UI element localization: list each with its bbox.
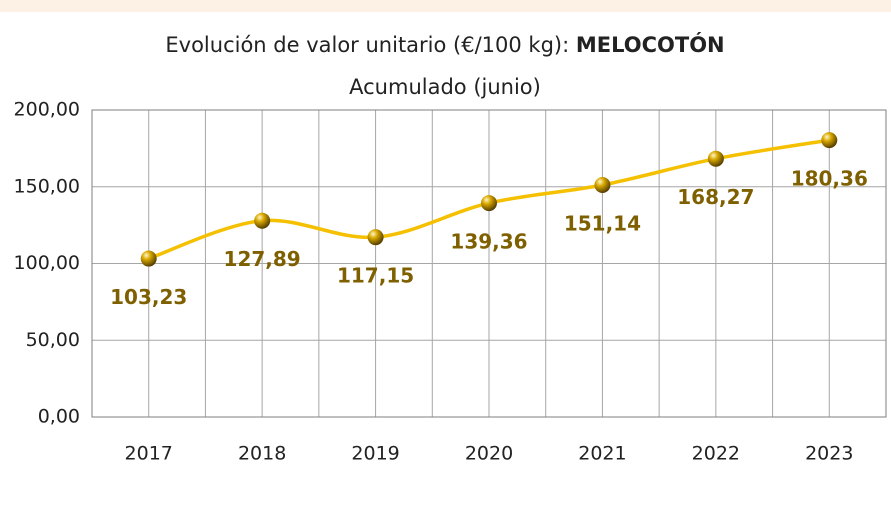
title-emphasis: MELOCOTÓN <box>576 32 725 57</box>
data-label: 180,36 <box>791 167 868 191</box>
x-tick-label: 2019 <box>351 443 399 465</box>
data-label: 151,14 <box>564 212 641 236</box>
y-tick-label: 150,00 <box>14 175 80 197</box>
marker <box>594 177 611 194</box>
top-strip <box>0 0 891 12</box>
marker <box>367 229 384 246</box>
marker <box>481 195 497 212</box>
marker <box>140 250 157 267</box>
title-main: Evolución de valor unitario (€/100 kg): <box>165 33 569 57</box>
chart-subtitle: Acumulado (junio) <box>349 75 541 99</box>
data-label: 127,89 <box>224 247 301 271</box>
y-tick-label: 0,00 <box>38 406 80 428</box>
chart-title: Evolución de valor unitario (€/100 kg): … <box>165 32 724 57</box>
data-label: 103,23 <box>110 285 187 309</box>
y-tick-label: 100,00 <box>14 252 80 274</box>
y-tick-label: 200,00 <box>14 99 80 121</box>
data-label: 117,15 <box>337 264 414 288</box>
x-tick-label: 2022 <box>692 443 740 465</box>
data-label: 139,36 <box>450 230 527 254</box>
data-label: 168,27 <box>677 185 754 209</box>
marker <box>821 132 838 149</box>
marker <box>707 150 724 167</box>
x-tick-label: 2017 <box>125 443 173 465</box>
plot-border <box>91 109 887 418</box>
x-tick-label: 2023 <box>805 443 853 465</box>
marker <box>254 212 271 229</box>
x-tick-label: 2021 <box>578 443 626 465</box>
y-tick-label: 50,00 <box>26 329 80 351</box>
x-tick-label: 2018 <box>238 443 286 465</box>
x-tick-label: 2020 <box>465 443 513 465</box>
